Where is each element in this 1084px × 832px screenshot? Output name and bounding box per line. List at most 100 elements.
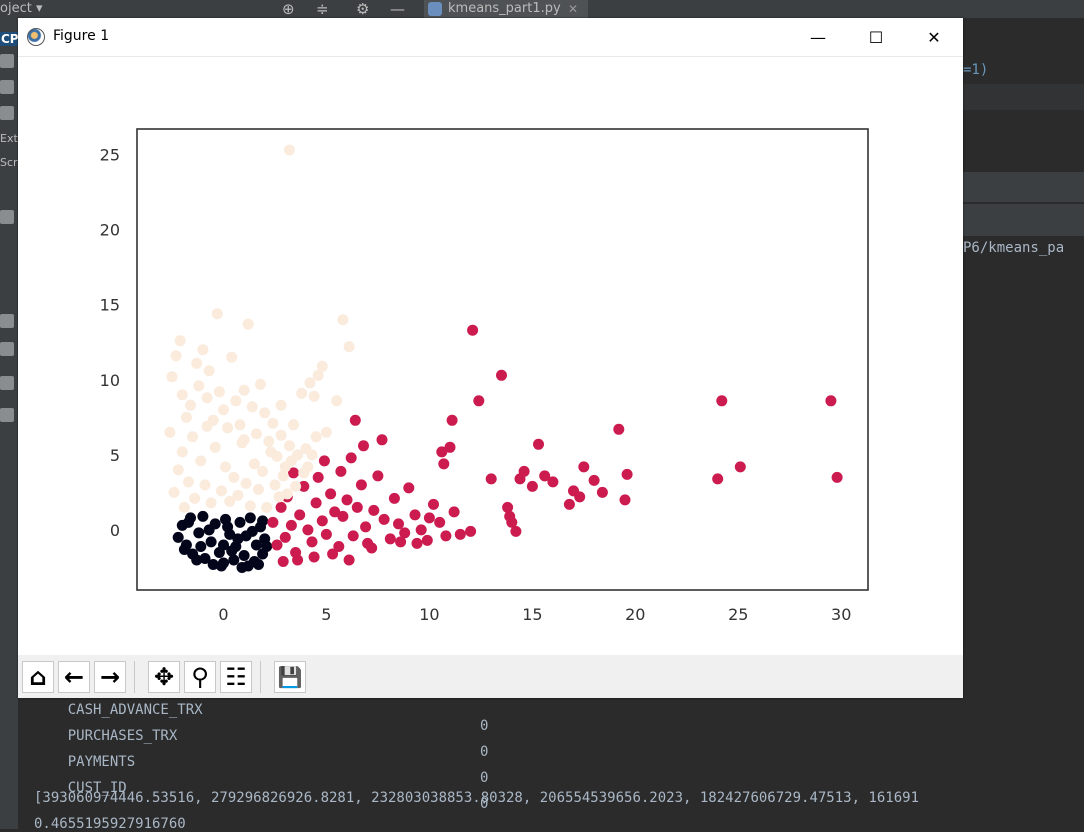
print-icon[interactable] (0, 376, 14, 390)
x-tick-label: 5 (321, 605, 331, 624)
scatter-point (290, 480, 302, 492)
run-console[interactable]: CASH_ADVANCE_TRX 0 PURCHASES_TRX 0 PAYME… (18, 698, 1084, 832)
scatter-point (403, 482, 415, 494)
close-button[interactable]: ✕ (927, 27, 941, 47)
x-tick-label: 30 (831, 605, 851, 624)
scatter-point (283, 440, 295, 452)
scatter-point (613, 423, 625, 435)
trash-icon[interactable] (0, 408, 14, 422)
window-titlebar[interactable]: Figure 1 — ☐ ✕ (18, 18, 963, 57)
minimize-button[interactable]: — (810, 27, 826, 47)
scatter-point (242, 318, 254, 330)
scatter-point (166, 371, 178, 383)
crosshair-icon[interactable]: ⊕ (282, 0, 295, 18)
scatter-point (195, 541, 207, 552)
scatter-point (267, 516, 279, 528)
matplotlib-logo-icon (27, 28, 45, 46)
scatter-point (510, 525, 522, 537)
scatter-point (329, 506, 341, 518)
scatter-point (421, 534, 433, 546)
scatter-point (302, 524, 314, 536)
scatter-point (316, 360, 328, 372)
run-panel-header (963, 172, 1084, 202)
close-icon[interactable]: ✕ (568, 2, 579, 16)
project-dropdown[interactable]: oject ▾ (0, 0, 42, 18)
scatter-point (205, 536, 217, 548)
back-button[interactable]: ← (58, 661, 90, 693)
x-tick-label: 15 (522, 605, 542, 624)
scatter-point (238, 550, 250, 561)
scatter-point (257, 515, 269, 527)
scatter-point (485, 473, 497, 485)
scatter-point (244, 512, 256, 524)
scatter-point (343, 554, 355, 566)
scatter-point (518, 465, 530, 477)
file-icon[interactable] (0, 80, 14, 94)
scatter-chart[interactable]: 0 5 10 20 15 25 30 0 5 10 15 20 25 (18, 57, 963, 655)
editor-tab[interactable]: kmeans_part1.py ✕ (424, 0, 588, 18)
scatter-point (399, 527, 411, 539)
folder-icon[interactable] (0, 54, 14, 68)
scatter-point (588, 474, 600, 486)
scatter-point (207, 559, 219, 570)
gear-icon[interactable]: ⚙ (356, 0, 370, 18)
home-button[interactable]: ⌂ (22, 661, 54, 693)
scatter-point (250, 428, 262, 440)
scatter-point (277, 556, 289, 567)
scatter-point (240, 477, 252, 489)
minimize-icon[interactable]: — (390, 0, 405, 18)
scatter-point (368, 504, 380, 516)
scatter-point (244, 500, 256, 512)
scatter-point (201, 420, 213, 432)
maximize-button[interactable]: ☐ (868, 27, 884, 47)
scatter-point (292, 554, 304, 566)
scatter-point (172, 464, 184, 476)
scroll-to-end-icon[interactable] (0, 342, 14, 356)
scatter-point (302, 461, 314, 473)
y-tick-label: 10 (100, 371, 120, 390)
scatter-point (831, 471, 843, 483)
forward-button[interactable]: → (94, 661, 126, 693)
project-badge: CP (0, 32, 20, 46)
scatter-point (467, 324, 479, 336)
scatter-point (275, 501, 287, 513)
run-python-icon[interactable] (0, 210, 14, 224)
scatter-point (246, 525, 258, 537)
collapse-icon[interactable]: ≑ (316, 0, 329, 18)
scatter-point (193, 380, 205, 392)
scatter-point (415, 524, 427, 536)
scatter-point (189, 492, 201, 504)
scatter-point (197, 510, 209, 522)
scatter-point (193, 527, 205, 539)
toolbar-separator (134, 661, 135, 693)
scatter-point (502, 501, 514, 513)
scatter-point (191, 554, 203, 566)
soft-wrap-icon[interactable] (0, 314, 14, 328)
configure-subplots-button[interactable]: ☷ (220, 661, 252, 693)
zoom-button[interactable]: ⚲ (184, 661, 216, 693)
scatter-point (411, 537, 423, 549)
python-icon[interactable] (0, 106, 14, 120)
scatter-point (294, 509, 306, 521)
scatter-point (619, 494, 631, 506)
console-row: PAYMENTS 0 (67, 754, 489, 786)
scatter-point (312, 369, 324, 381)
plot-canvas[interactable]: 0 5 10 20 15 25 30 0 5 10 15 20 25 (18, 57, 963, 655)
scatter-point (504, 510, 516, 522)
scatter-point (337, 510, 349, 522)
scatter-point (388, 492, 400, 504)
scatter-point (325, 488, 337, 500)
scatter-point (265, 446, 277, 458)
scatter-point (164, 426, 176, 438)
scatter-point (263, 435, 275, 447)
pan-button[interactable]: ✥ (148, 661, 180, 693)
save-button[interactable]: 💾 (274, 661, 306, 693)
axes-frame (136, 128, 869, 591)
scatter-point (296, 387, 308, 399)
scatter-point (218, 539, 229, 551)
scatter-point (547, 476, 559, 488)
scatter-point (271, 539, 283, 551)
scatter-point (333, 541, 345, 552)
scatter-point (275, 429, 287, 441)
scatter-point (327, 548, 339, 560)
